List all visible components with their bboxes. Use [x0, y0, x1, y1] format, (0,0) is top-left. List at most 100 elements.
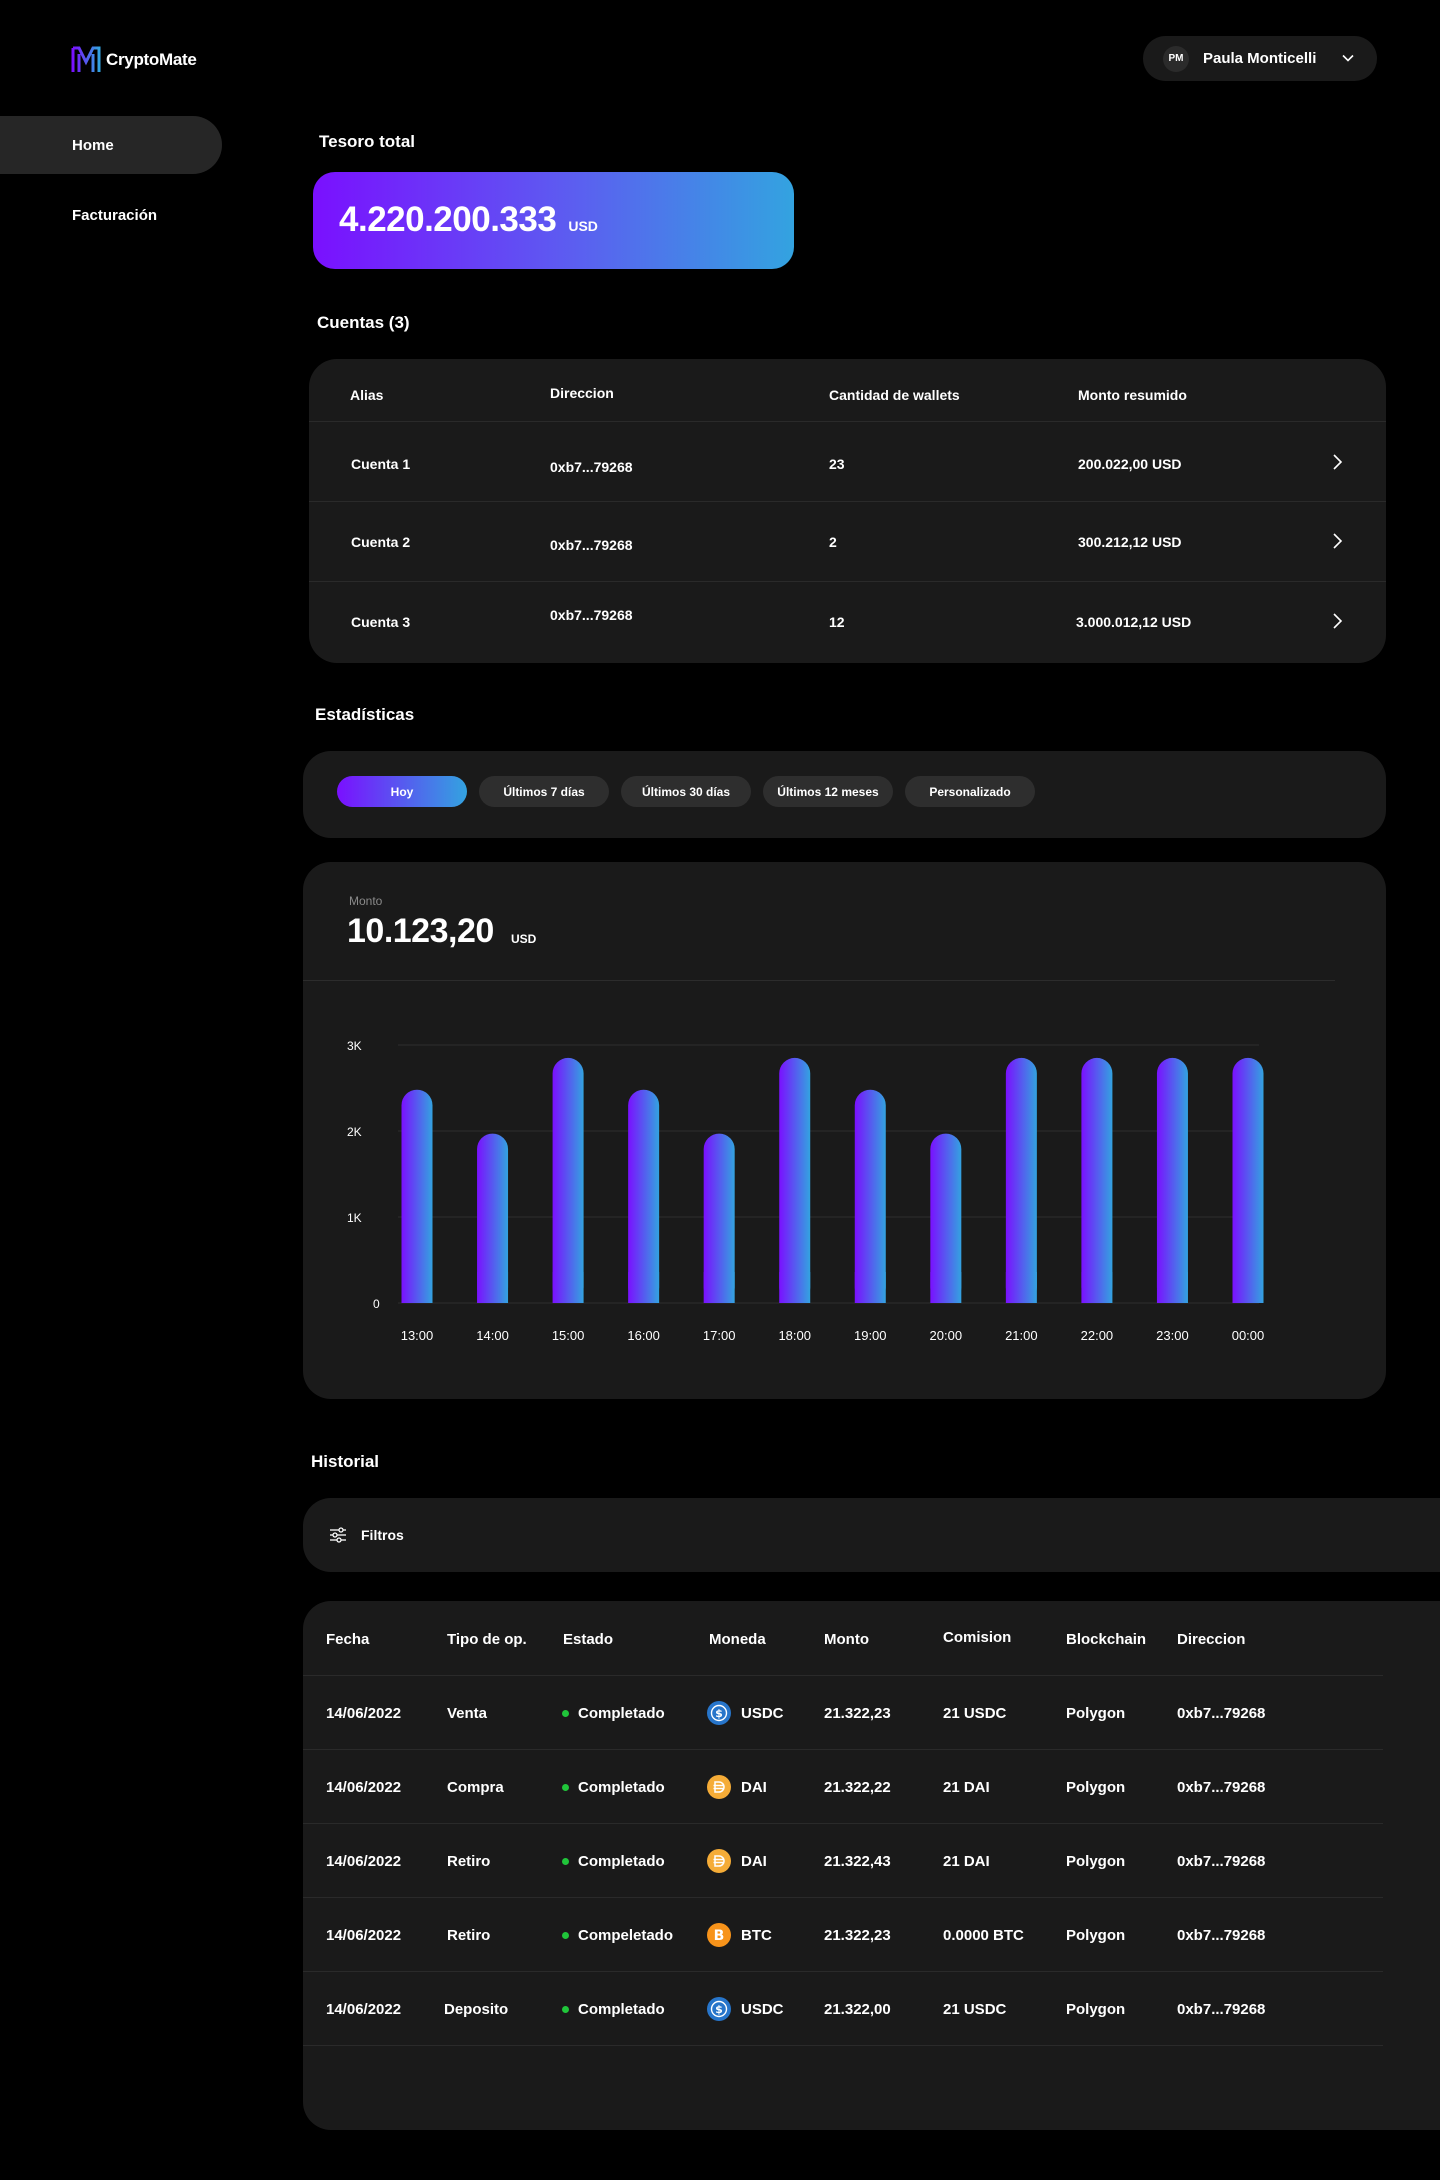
- account-address: 0xb7...79268: [550, 607, 633, 623]
- tx-amount: 21.322,23: [824, 1927, 891, 1944]
- filter-30-dias[interactable]: Últimos 30 días: [621, 776, 751, 807]
- bar-base: [779, 1272, 811, 1303]
- column-header: Monto: [824, 1631, 869, 1648]
- status-dot-icon: [562, 2005, 569, 2013]
- bar-base: [1156, 1272, 1188, 1303]
- sidebar-item-label: Facturación: [72, 206, 158, 224]
- y-tick-label: 1K: [347, 1211, 362, 1225]
- svg-text:B: B: [714, 1928, 725, 1944]
- tx-coin: DAI: [741, 1853, 767, 1870]
- bar-base: [854, 1272, 886, 1303]
- table-row[interactable]: 14/06/2022 Compra 21.322,22 21 DAI Polygon 0x…: [303, 1750, 1383, 1824]
- bar-2100[interactable]: [1005, 1057, 1037, 1303]
- account-alias: Cuenta 1: [351, 456, 411, 472]
- bar-0000[interactable]: [1232, 1057, 1264, 1303]
- tx-coin: BTC: [741, 1927, 772, 1944]
- bar-1300[interactable]: [401, 1089, 433, 1303]
- user-menu[interactable]: PM Paula Monticelli: [1143, 36, 1377, 81]
- svg-text:$: $: [715, 1707, 723, 1720]
- bar-2200[interactable]: [1081, 1057, 1113, 1303]
- cryptomate-logo-icon: [71, 46, 101, 72]
- tx-coin: DAI: [741, 1779, 767, 1796]
- stats-filter-bar: Hoy Últimos 7 días Últimos 30 días Últim…: [303, 751, 1386, 838]
- table-row[interactable]: 14/06/2022 Retiro 21.322,23 0.0000 BTC Polyg…: [303, 1898, 1383, 1972]
- chart-card: Monto 10.123,20 USD 0 1K 2K 3K 13:00 14:00 15:…: [303, 862, 1386, 1399]
- status-dot-icon: [562, 1857, 569, 1865]
- x-tick-label: 19:00: [854, 1328, 887, 1343]
- bar-base: [703, 1272, 735, 1303]
- column-header: Alias: [350, 387, 384, 403]
- x-tick-label: 21:00: [1005, 1328, 1038, 1343]
- amount-unit: USD: [511, 932, 537, 946]
- column-header: Fecha: [326, 1631, 370, 1648]
- treasury-title: Tesoro total: [319, 132, 416, 151]
- bar-base: [477, 1272, 509, 1303]
- filter-sliders-icon[interactable]: [329, 1526, 347, 1544]
- stats-title: Estadísticas: [315, 705, 415, 724]
- tx-amount: 21.322,22: [824, 1779, 891, 1796]
- tx-type: Retiro: [447, 1853, 491, 1870]
- filter-12-meses[interactable]: Últimos 12 meses: [763, 776, 893, 807]
- column-header: Direccion: [1177, 1631, 1246, 1648]
- accounts-table: Alias Direccion Cantidad de wallets Mont…: [309, 359, 1386, 663]
- bar-1700[interactable]: [703, 1133, 735, 1303]
- column-header: Estado: [563, 1631, 614, 1648]
- status-dot-icon: [562, 1783, 569, 1791]
- avatar: PM: [1163, 45, 1189, 72]
- bar-1600[interactable]: [628, 1089, 660, 1303]
- bar-2000[interactable]: [930, 1133, 962, 1303]
- chevron-right-icon[interactable]: [1330, 611, 1344, 631]
- status-dot-icon: [562, 1931, 569, 1939]
- sidebar-item-label: Home: [72, 136, 114, 154]
- tx-coin: USDC: [741, 1705, 784, 1722]
- brand-logo[interactable]: CryptoMate: [70, 44, 197, 76]
- table-row[interactable]: 14/06/2022 Venta 21.322,23 21 USDC Polygon 0x…: [303, 1676, 1383, 1750]
- table-row[interactable]: Cuenta 1 0xb7...79268 23 200.022,00 USD: [309, 422, 1386, 502]
- column-header: Comision: [943, 1629, 1012, 1646]
- sidebar-item-facturacion[interactable]: Facturación: [0, 186, 222, 244]
- chevron-down-icon[interactable]: [1341, 51, 1355, 65]
- bar-1900[interactable]: [854, 1089, 886, 1303]
- status-dot-icon: [562, 1709, 569, 1717]
- status-text: Completado: [578, 1705, 665, 1722]
- x-tick-label: 17:00: [703, 1328, 736, 1343]
- user-name: Paula Monticelli: [1203, 50, 1317, 67]
- tx-fee: 0.0000 BTC: [943, 1927, 1024, 1944]
- chevron-right-icon[interactable]: [1330, 452, 1344, 472]
- tx-blockchain: Polygon: [1066, 1927, 1126, 1944]
- column-header: Blockchain: [1066, 1631, 1147, 1648]
- column-header: Direccion: [550, 385, 614, 401]
- filter-personalizado[interactable]: Personalizado: [905, 776, 1035, 807]
- x-tick-label: 00:00: [1232, 1328, 1265, 1343]
- table-row[interactable]: Cuenta 2 0xb7...79268 2 300.212,12 USD: [309, 502, 1386, 582]
- y-tick-label: 2K: [347, 1125, 362, 1139]
- bar-1800[interactable]: [779, 1057, 811, 1303]
- table-row[interactable]: Cuenta 3 0xb7...79268 12 3.000.012,12 US…: [309, 582, 1386, 662]
- tx-fee: 21 USDC: [943, 1705, 1007, 1722]
- x-tick-label: 22:00: [1081, 1328, 1114, 1343]
- status-badge: Completado: [562, 1705, 665, 1722]
- column-header: Moneda: [709, 1631, 766, 1648]
- history-table: Fecha Tipo de op. Estado Moneda Monto Co…: [303, 1601, 1440, 2130]
- sidebar-item-home[interactable]: Home: [0, 116, 222, 174]
- table-row[interactable]: 14/06/2022 Deposito 21.322,00 21 USDC Polygo…: [303, 1972, 1383, 2046]
- column-header: Monto resumido: [1078, 387, 1187, 403]
- bar-base: [628, 1272, 660, 1303]
- accounts-table-header: Alias Direccion Cantidad de wallets Mont…: [309, 359, 1386, 422]
- account-wallets: 12: [829, 614, 845, 630]
- chevron-right-icon[interactable]: [1330, 531, 1344, 551]
- status-badge: Completado: [562, 2001, 665, 2018]
- x-tick-label: 23:00: [1156, 1328, 1189, 1343]
- x-tick-label: 13:00: [401, 1328, 434, 1343]
- bar-1500[interactable]: [552, 1057, 584, 1303]
- filter-hoy[interactable]: Hoy: [337, 776, 467, 807]
- filter-7-dias[interactable]: Últimos 7 días: [479, 776, 609, 807]
- status-text: Completado: [578, 1853, 665, 1870]
- table-row[interactable]: 14/06/2022 Retiro 21.322,43 21 DAI Polygon 0x…: [303, 1824, 1383, 1898]
- bar-2300[interactable]: [1156, 1057, 1188, 1303]
- filter-label: Filtros: [361, 1527, 404, 1543]
- tx-date: 14/06/2022: [326, 1927, 402, 1944]
- x-tick-label: 14:00: [476, 1328, 509, 1343]
- bar-1400[interactable]: [477, 1133, 509, 1303]
- history-filter-bar[interactable]: Filtros: [303, 1498, 1440, 1572]
